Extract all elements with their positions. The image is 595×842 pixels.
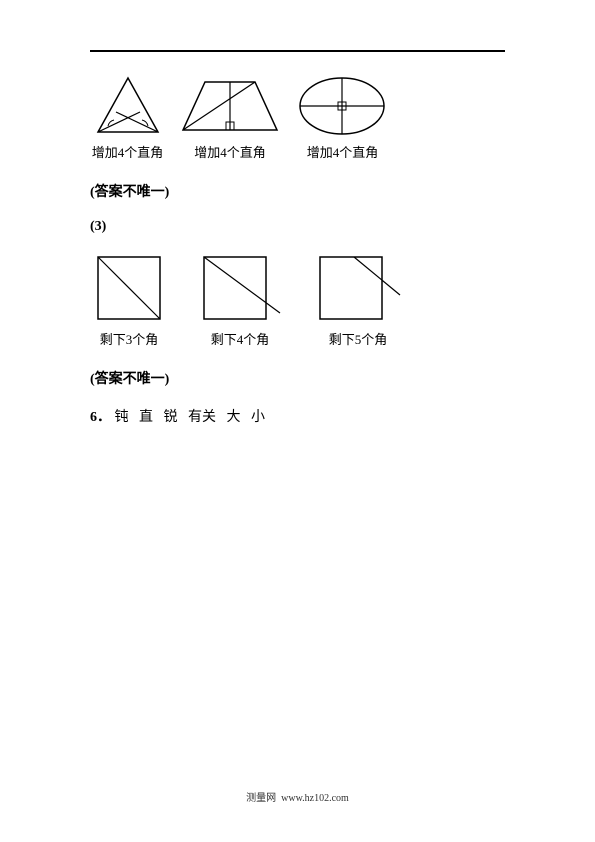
- ellipse-svg: [295, 72, 390, 140]
- page-content: 增加4个直角 增加4个直角 增加4个直角 (答案不唯一) (3): [0, 0, 595, 466]
- page-footer: 测量网 www.hz102.com: [0, 789, 595, 804]
- note-2: (答案不唯一): [90, 368, 505, 388]
- figure-row-2: 剩下3个角 剩下4个角 剩下5个角: [90, 249, 505, 348]
- figure-square-2: 剩下4个角: [196, 249, 284, 348]
- answer-6-item: 有关: [188, 410, 216, 425]
- square1-svg: [90, 249, 168, 327]
- note-1: (答案不唯一): [90, 181, 505, 201]
- answer-6-num: 6．: [90, 410, 111, 425]
- top-divider: [90, 50, 505, 52]
- square2-svg: [196, 249, 284, 327]
- answer-6: 6． 钝 直 锐 有关 大 小: [90, 406, 505, 426]
- figure-triangle: 增加4个直角: [90, 72, 165, 161]
- figure-row-1: 增加4个直角 增加4个直角 增加4个直角: [90, 72, 505, 161]
- section-number: (3): [90, 219, 505, 235]
- figure-ellipse: 增加4个直角: [295, 72, 390, 161]
- figure-label: 增加4个直角: [92, 142, 164, 161]
- figure-label: 剩下4个角: [211, 329, 270, 348]
- figure-label: 增加4个直角: [307, 142, 379, 161]
- figure-label: 增加4个直角: [194, 142, 266, 161]
- figure-square-3: 剩下5个角: [312, 249, 404, 348]
- figure-label: 剩下5个角: [329, 329, 388, 348]
- figure-trapezoid: 增加4个直角: [175, 72, 285, 161]
- figure-square-1: 剩下3个角: [90, 249, 168, 348]
- answer-6-item: 小: [251, 410, 265, 425]
- answer-6-item: 大: [227, 410, 241, 425]
- answer-6-item: 锐: [164, 410, 178, 425]
- footer-label: 测量网: [246, 793, 276, 804]
- square3-svg: [312, 249, 404, 327]
- answer-6-item: 钝: [115, 410, 129, 425]
- footer-url: www.hz102.com: [281, 793, 349, 804]
- figure-label: 剩下3个角: [100, 329, 159, 348]
- triangle-svg: [90, 72, 165, 140]
- trapezoid-svg: [175, 72, 285, 140]
- answer-6-item: 直: [139, 410, 153, 425]
